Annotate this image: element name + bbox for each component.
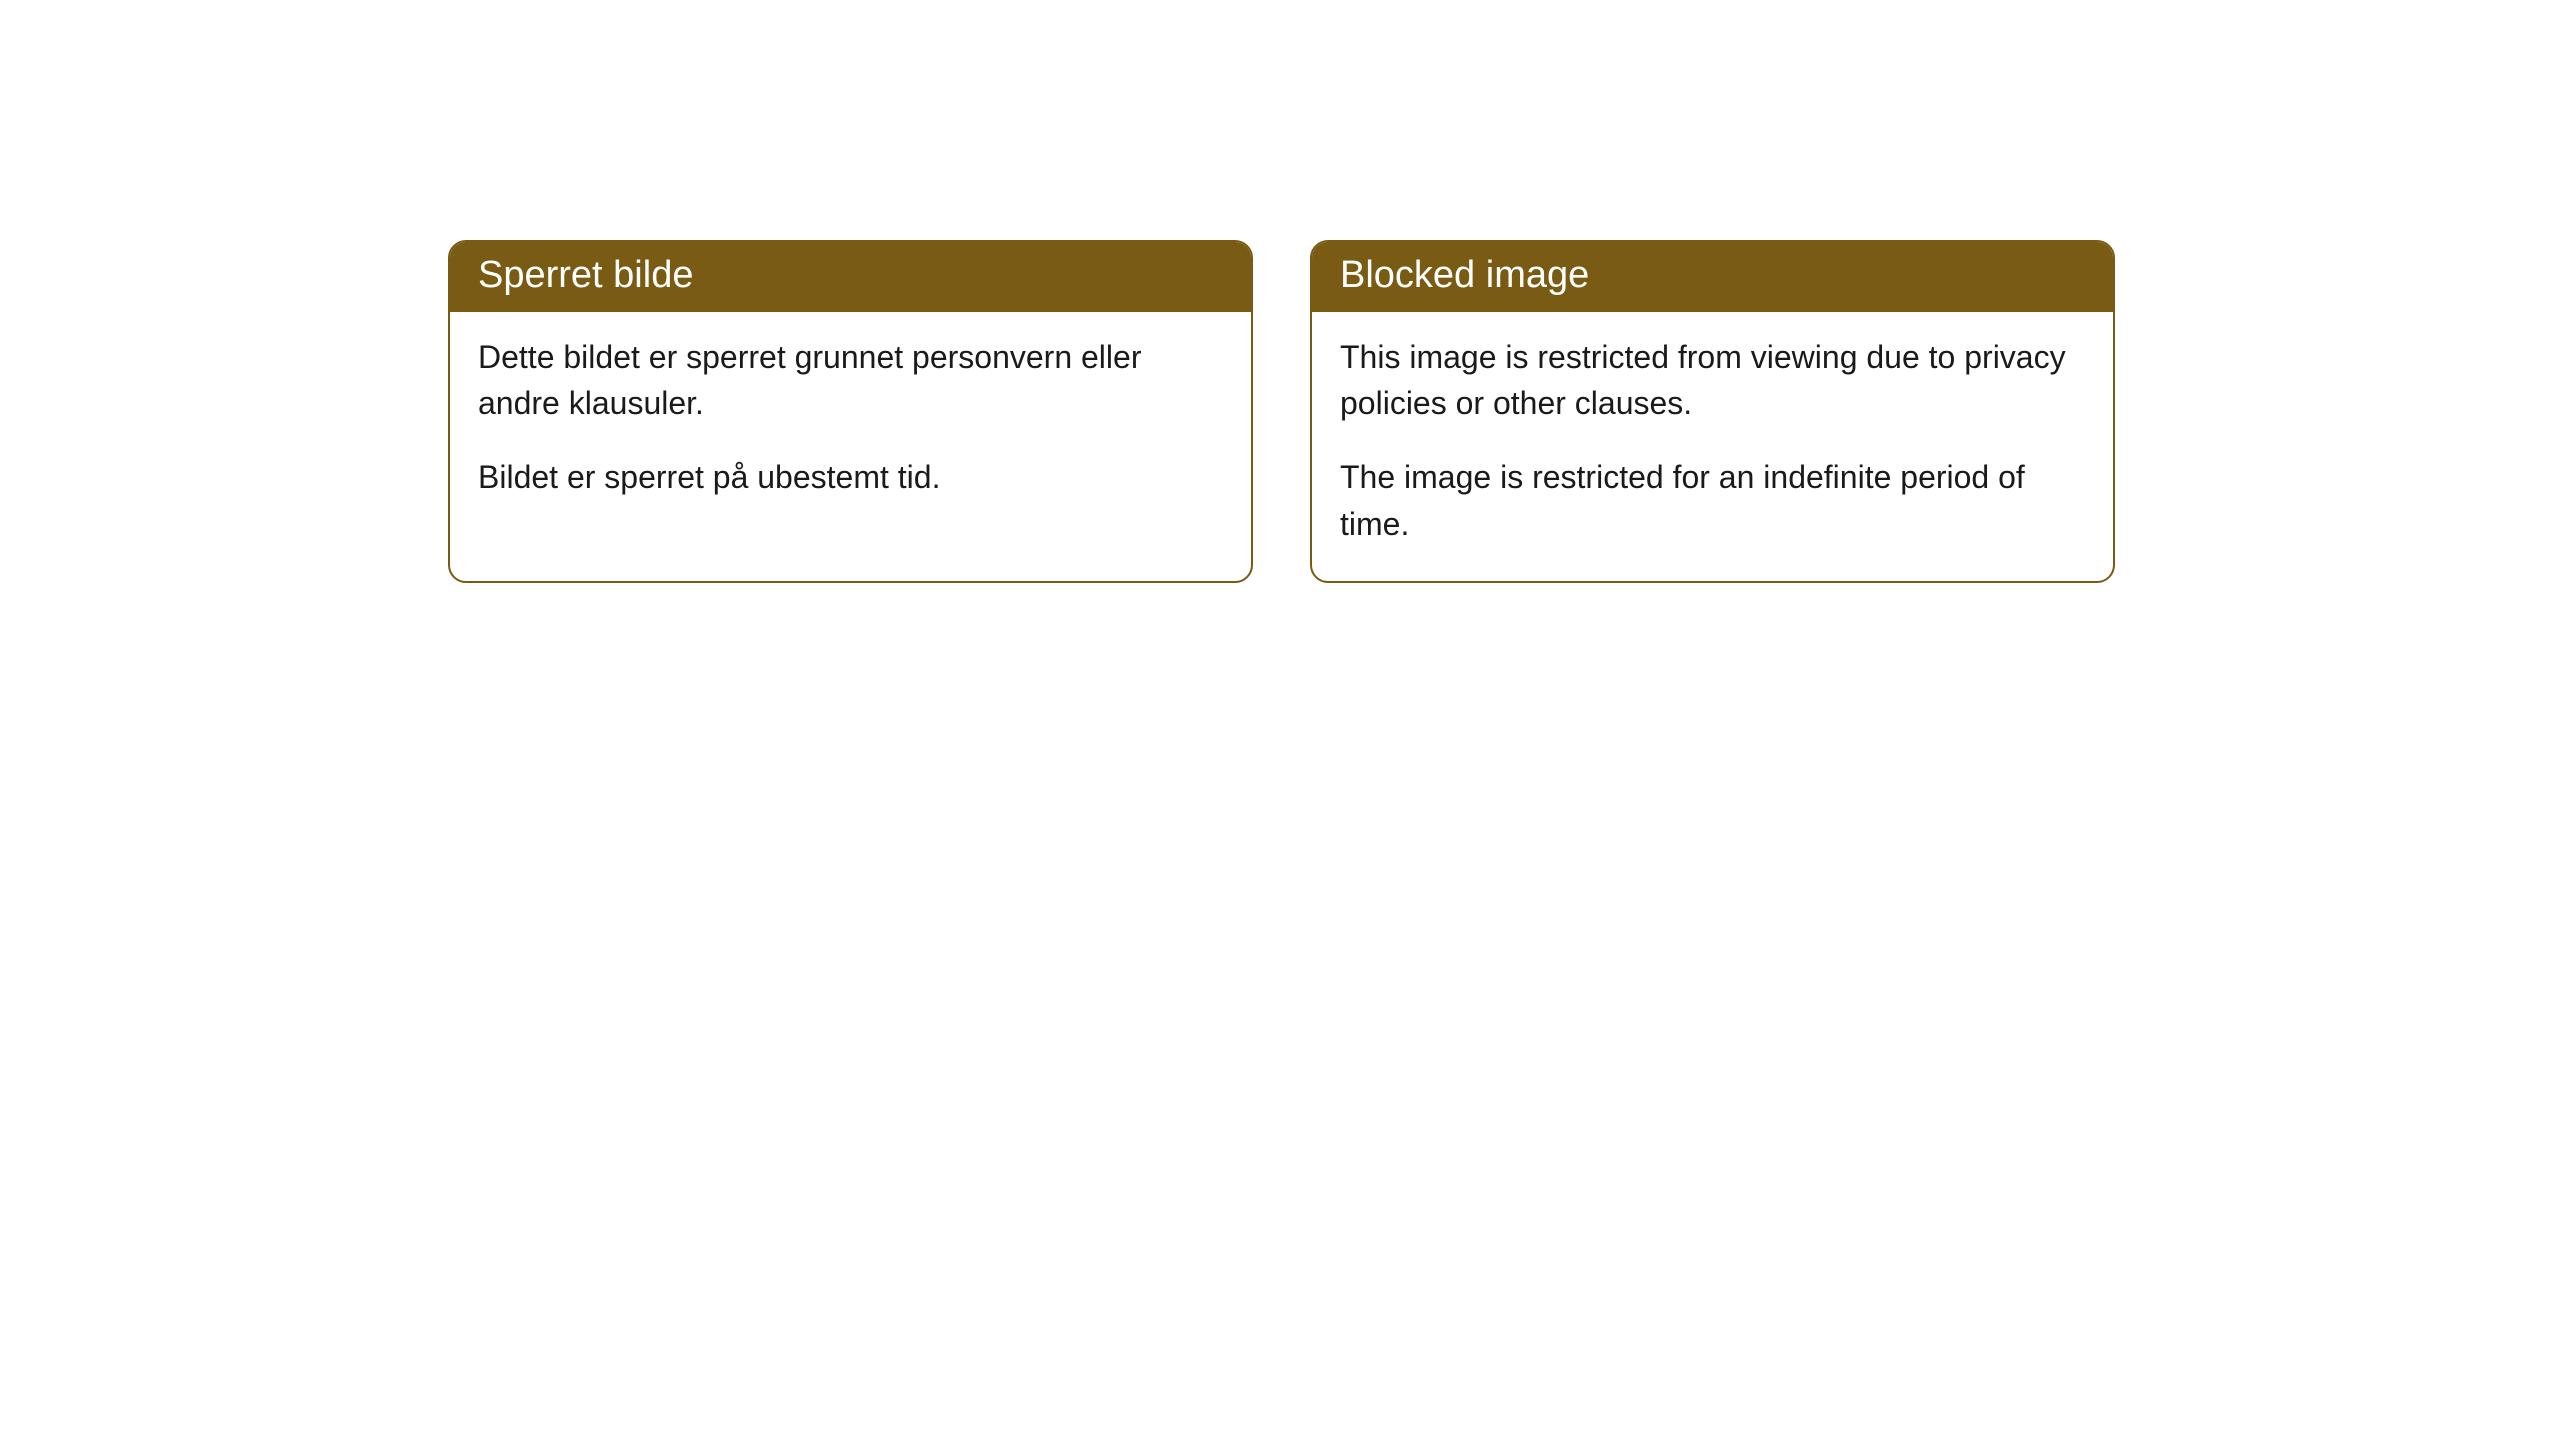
- card-text-no-1: Dette bildet er sperret grunnet personve…: [478, 334, 1223, 427]
- notice-cards-container: Sperret bilde Dette bildet er sperret gr…: [448, 240, 2115, 583]
- card-text-no-2: Bildet er sperret på ubestemt tid.: [478, 454, 1223, 500]
- card-body-en: This image is restricted from viewing du…: [1312, 312, 2113, 582]
- blocked-image-card-no: Sperret bilde Dette bildet er sperret gr…: [448, 240, 1253, 583]
- card-body-no: Dette bildet er sperret grunnet personve…: [450, 312, 1251, 535]
- card-title-no: Sperret bilde: [450, 242, 1251, 312]
- card-text-en-1: This image is restricted from viewing du…: [1340, 334, 2085, 427]
- card-title-en: Blocked image: [1312, 242, 2113, 312]
- card-text-en-2: The image is restricted for an indefinit…: [1340, 454, 2085, 547]
- blocked-image-card-en: Blocked image This image is restricted f…: [1310, 240, 2115, 583]
